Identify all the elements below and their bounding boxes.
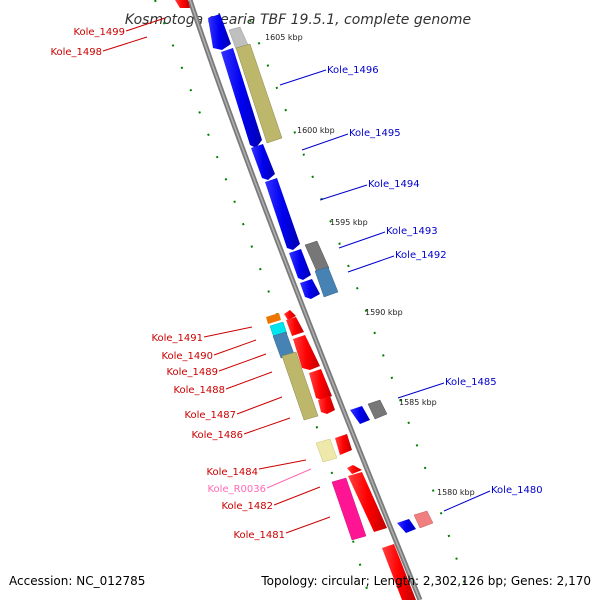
gene-kole-1480-lightpink bbox=[413, 510, 434, 529]
label-kole-1482[interactable]: Kole_1482 bbox=[221, 501, 273, 512]
gene-kole-1487-red bbox=[309, 369, 332, 400]
right-gene-labels: Kole_1496 Kole_1495 Kole_1494 Kole_1493 … bbox=[279, 65, 543, 512]
gene-kole-1494 bbox=[265, 178, 300, 250]
gene-kole-1482 bbox=[348, 472, 387, 532]
label-kole-r0036[interactable]: Kole_R0036 bbox=[207, 484, 266, 495]
gene-kole-1497-top bbox=[208, 14, 231, 50]
label-kole-1489[interactable]: Kole_1489 bbox=[166, 367, 218, 378]
label-kole-1490[interactable]: Kole_1490 bbox=[161, 351, 213, 362]
genome-backbone bbox=[187, 0, 423, 600]
gene-kole-1485-gray bbox=[367, 399, 388, 420]
kbp-label-1595: 1595 kbp bbox=[330, 218, 368, 227]
kbp-label-1600: 1600 kbp bbox=[297, 126, 335, 135]
gene-kole-1492 bbox=[314, 266, 339, 298]
label-kole-1495[interactable]: Kole_1495 bbox=[349, 128, 401, 139]
gene-kole-1490-red bbox=[286, 317, 304, 336]
gene-kole-1499 bbox=[175, 0, 190, 8]
gene-kole-1489-red bbox=[293, 335, 320, 370]
gene-kole-1486-red bbox=[318, 396, 335, 414]
left-gene-labels: Kole_1499 Kole_1498 Kole_1491 Kole_1490 … bbox=[50, 17, 331, 541]
kbp-label-1590: 1590 kbp bbox=[365, 308, 403, 317]
kbp-label-1605: 1605 kbp bbox=[265, 33, 303, 42]
gene-kole-1491-red bbox=[284, 310, 296, 320]
label-kole-1496[interactable]: Kole_1496 bbox=[327, 65, 379, 76]
map-title: Kosmotoga olearia TBF 19.5.1, complete g… bbox=[125, 12, 471, 28]
gene-kole-1491-orange bbox=[266, 313, 281, 324]
topology-text: Topology: circular; Length: 2,302,126 bp… bbox=[260, 574, 591, 588]
gene-kole-1484 bbox=[315, 438, 338, 463]
gene-kole-1481 bbox=[331, 477, 367, 541]
accession-text: Accession: NC_012785 bbox=[9, 574, 145, 588]
label-kole-1485[interactable]: Kole_1485 bbox=[445, 377, 497, 388]
reverse-strand-genes bbox=[175, 0, 416, 600]
label-kole-1494[interactable]: Kole_1494 bbox=[368, 179, 420, 190]
label-kole-1493[interactable]: Kole_1493 bbox=[386, 226, 438, 237]
gene-kole-1485-blue bbox=[350, 406, 370, 424]
outer-dotted-ring bbox=[249, 19, 471, 600]
label-kole-1486[interactable]: Kole_1486 bbox=[191, 430, 243, 441]
forward-strand-genes bbox=[208, 14, 434, 533]
label-kole-1484[interactable]: Kole_1484 bbox=[206, 467, 258, 478]
kbp-labels: 1605 kbp 1600 kbp 1595 kbp 1590 kbp 1585… bbox=[265, 33, 475, 497]
label-kole-1492[interactable]: Kole_1492 bbox=[395, 250, 447, 261]
kbp-label-1580: 1580 kbp bbox=[437, 488, 475, 497]
label-kole-1481[interactable]: Kole_1481 bbox=[233, 530, 285, 541]
inner-dotted-ring bbox=[154, 0, 371, 600]
gene-kole-1492-blue bbox=[300, 279, 320, 299]
label-kole-1491[interactable]: Kole_1491 bbox=[151, 333, 203, 344]
gene-kole-1496-khaki bbox=[235, 43, 283, 144]
gene-kole-1484-red bbox=[335, 434, 352, 455]
label-kole-1498[interactable]: Kole_1498 bbox=[50, 47, 102, 58]
gene-kole-1496-blue bbox=[221, 48, 262, 148]
gene-kole-1493-blue bbox=[289, 249, 311, 280]
label-kole-1488[interactable]: Kole_1488 bbox=[173, 385, 225, 396]
label-kole-1499[interactable]: Kole_1499 bbox=[73, 27, 125, 38]
gene-kole-1493-gray bbox=[304, 240, 330, 273]
gene-kole-1480-blue bbox=[397, 519, 416, 533]
kbp-label-1585: 1585 kbp bbox=[399, 398, 437, 407]
gene-kole-1479-bottom bbox=[382, 544, 416, 600]
gene-kole-1495 bbox=[251, 144, 275, 180]
label-kole-1480[interactable]: Kole_1480 bbox=[491, 485, 543, 496]
label-kole-1487[interactable]: Kole_1487 bbox=[184, 410, 236, 421]
gene-kole-1488 bbox=[281, 351, 319, 421]
gene-kole-r0036 bbox=[347, 465, 362, 474]
